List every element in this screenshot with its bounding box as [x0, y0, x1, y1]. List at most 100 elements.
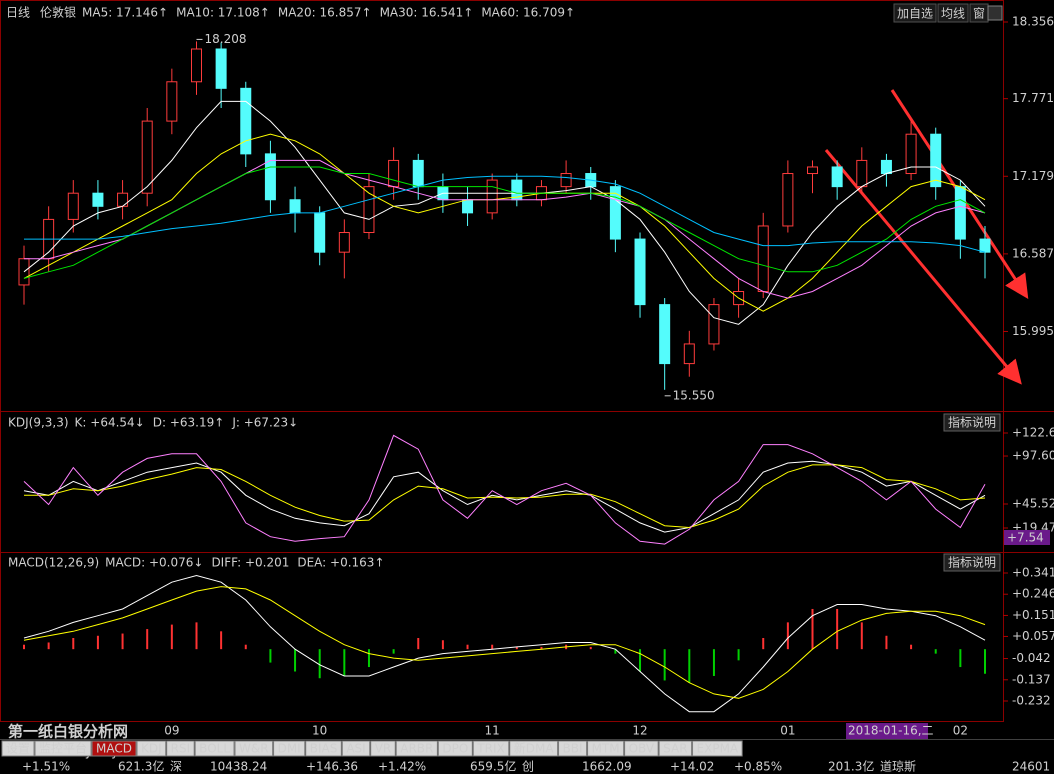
indicator-tab[interactable]: [1, 740, 35, 757]
series-line: [23, 574, 986, 713]
indicator-tab[interactable]: [624, 740, 659, 757]
y-tick-label: +0.246: [1012, 587, 1054, 601]
indicator-tab[interactable]: [34, 740, 92, 757]
indicator-tab-label[interactable]: TRIX: [476, 742, 504, 756]
indicator-tab[interactable]: [341, 740, 371, 757]
indicator-tab[interactable]: [472, 740, 510, 757]
legend-label: DIFF: +0.201: [211, 556, 289, 570]
candle-body: [92, 192, 104, 207]
candle-body: [264, 153, 276, 201]
candle-body: [462, 199, 474, 214]
y-tick-label: -0.042: [1012, 651, 1051, 665]
indicator-help-button-label[interactable]: 指标说明: [948, 415, 996, 430]
indicator-tab-label[interactable]: DMI: [278, 742, 301, 756]
indicator-tab-label[interactable]: KDJ: [141, 742, 162, 756]
indicator-tab-label[interactable]: MACD: [96, 742, 132, 756]
candle-body: [930, 133, 942, 188]
y-tick-label: 18.356: [1012, 15, 1054, 29]
candle-body: [67, 192, 79, 220]
legend-label: D: +63.19↑: [153, 416, 225, 430]
indicator-tab-label[interactable]: OBV: [629, 742, 655, 756]
indicator-tab[interactable]: [558, 740, 588, 757]
indicator-help-button[interactable]: [943, 413, 1001, 432]
indicator-tab-label[interactable]: BIAS: [310, 742, 338, 756]
indicator-tab-label[interactable]: SAR: [663, 742, 687, 756]
indicator-tab[interactable]: [509, 740, 559, 757]
indicator-tab-label[interactable]: BBI: [563, 742, 583, 756]
toolbar-button-label[interactable]: 均线: [941, 7, 965, 21]
candle-body: [954, 186, 966, 240]
indicator-tab-label[interactable]: 监控平台: [39, 741, 87, 756]
close-button[interactable]: [987, 5, 1003, 21]
indicator-tab-label[interactable]: EXPMA: [697, 742, 739, 756]
indicator-tab[interactable]: [395, 740, 438, 757]
candle-body: [659, 304, 671, 365]
indicator-tab-label[interactable]: VR: [375, 742, 392, 756]
indicator-tab[interactable]: [370, 740, 396, 757]
status-item: 621.3亿: [118, 759, 164, 774]
toolbar-button[interactable]: [937, 3, 969, 23]
legend-label: J: +67.23↓: [231, 416, 298, 430]
indicator-tab[interactable]: [234, 740, 274, 757]
indicator-tab[interactable]: [658, 740, 693, 757]
indicator-tab[interactable]: [166, 740, 195, 757]
legend-label: MACD: +0.076↓: [105, 556, 203, 570]
indicator-tab[interactable]: [587, 740, 625, 757]
indicator-tab[interactable]: [437, 740, 473, 757]
candle-body: [979, 238, 991, 253]
legend-label: MA20: 16.857↑: [278, 6, 372, 20]
toolbar-button-label[interactable]: 加自选: [897, 7, 933, 21]
indicator-tab-label[interactable]: ARBR: [400, 742, 433, 756]
indicator-tab-label[interactable]: W&R: [239, 742, 269, 756]
indicator-tab-label[interactable]: DPO: [442, 742, 468, 756]
candle-body: [634, 238, 646, 306]
indicator-tab-label[interactable]: BOLL: [199, 742, 230, 756]
toolbar-button[interactable]: [893, 3, 937, 23]
indicator-tab-label[interactable]: RSI: [171, 742, 191, 756]
candle-body: [560, 173, 572, 188]
candle-body: [486, 179, 498, 214]
indicator-tab[interactable]: [305, 740, 342, 757]
indicator-help-button[interactable]: [943, 553, 1001, 572]
candle-body: [141, 120, 153, 194]
candle-body: [166, 81, 178, 122]
indicator-tab-label[interactable]: MTM: [592, 742, 620, 756]
candle-body: [289, 199, 301, 214]
candle-body: [609, 186, 621, 240]
candle-body: [782, 173, 794, 227]
y-tick-label: +97.60: [1012, 449, 1054, 463]
legend-label: K: +64.54↓: [75, 416, 145, 430]
indicator-tab-label[interactable]: ASI: [346, 742, 365, 756]
indicator-tab-label[interactable]: 新DMA: [514, 741, 555, 756]
indicator-tab[interactable]: [194, 740, 235, 757]
y-tick-label: -0.137: [1012, 672, 1051, 686]
legend-label: DEA: +0.163↑: [297, 556, 384, 570]
indicator-tab[interactable]: [692, 740, 743, 757]
candle-body: [117, 192, 129, 207]
y-tick-label: -0.232: [1012, 694, 1051, 708]
candle-body: [363, 186, 375, 234]
x-tick-label: 09: [164, 724, 179, 738]
indicator-tab[interactable]: [91, 740, 137, 757]
x-tick-label: 02: [953, 724, 968, 738]
candle-body: [338, 232, 350, 253]
toolbar-button-label[interactable]: 窗: [973, 7, 985, 21]
legend-label: MA10: 17.108↑: [176, 6, 270, 20]
status-item: 24601: [1012, 760, 1050, 774]
cursor-value: +7.54: [1007, 531, 1044, 545]
indicator-help-button-label[interactable]: 指标说明: [948, 555, 996, 570]
indicator-title: MACD(12,26,9): [8, 556, 99, 570]
status-item: +1.42%: [378, 760, 426, 774]
legend-label: MA5: 17.146↑: [82, 6, 168, 20]
period-label: 日线: [6, 6, 30, 20]
candle-body: [388, 159, 400, 188]
indicator-tab[interactable]: [273, 740, 306, 757]
series-line: [24, 175, 986, 253]
candle-body: [18, 258, 30, 286]
candle-body: [412, 159, 424, 188]
low-annotation: 15.550: [673, 388, 715, 402]
indicator-tab[interactable]: [136, 740, 167, 757]
indicator-tab-label[interactable]: 设置: [6, 742, 30, 756]
